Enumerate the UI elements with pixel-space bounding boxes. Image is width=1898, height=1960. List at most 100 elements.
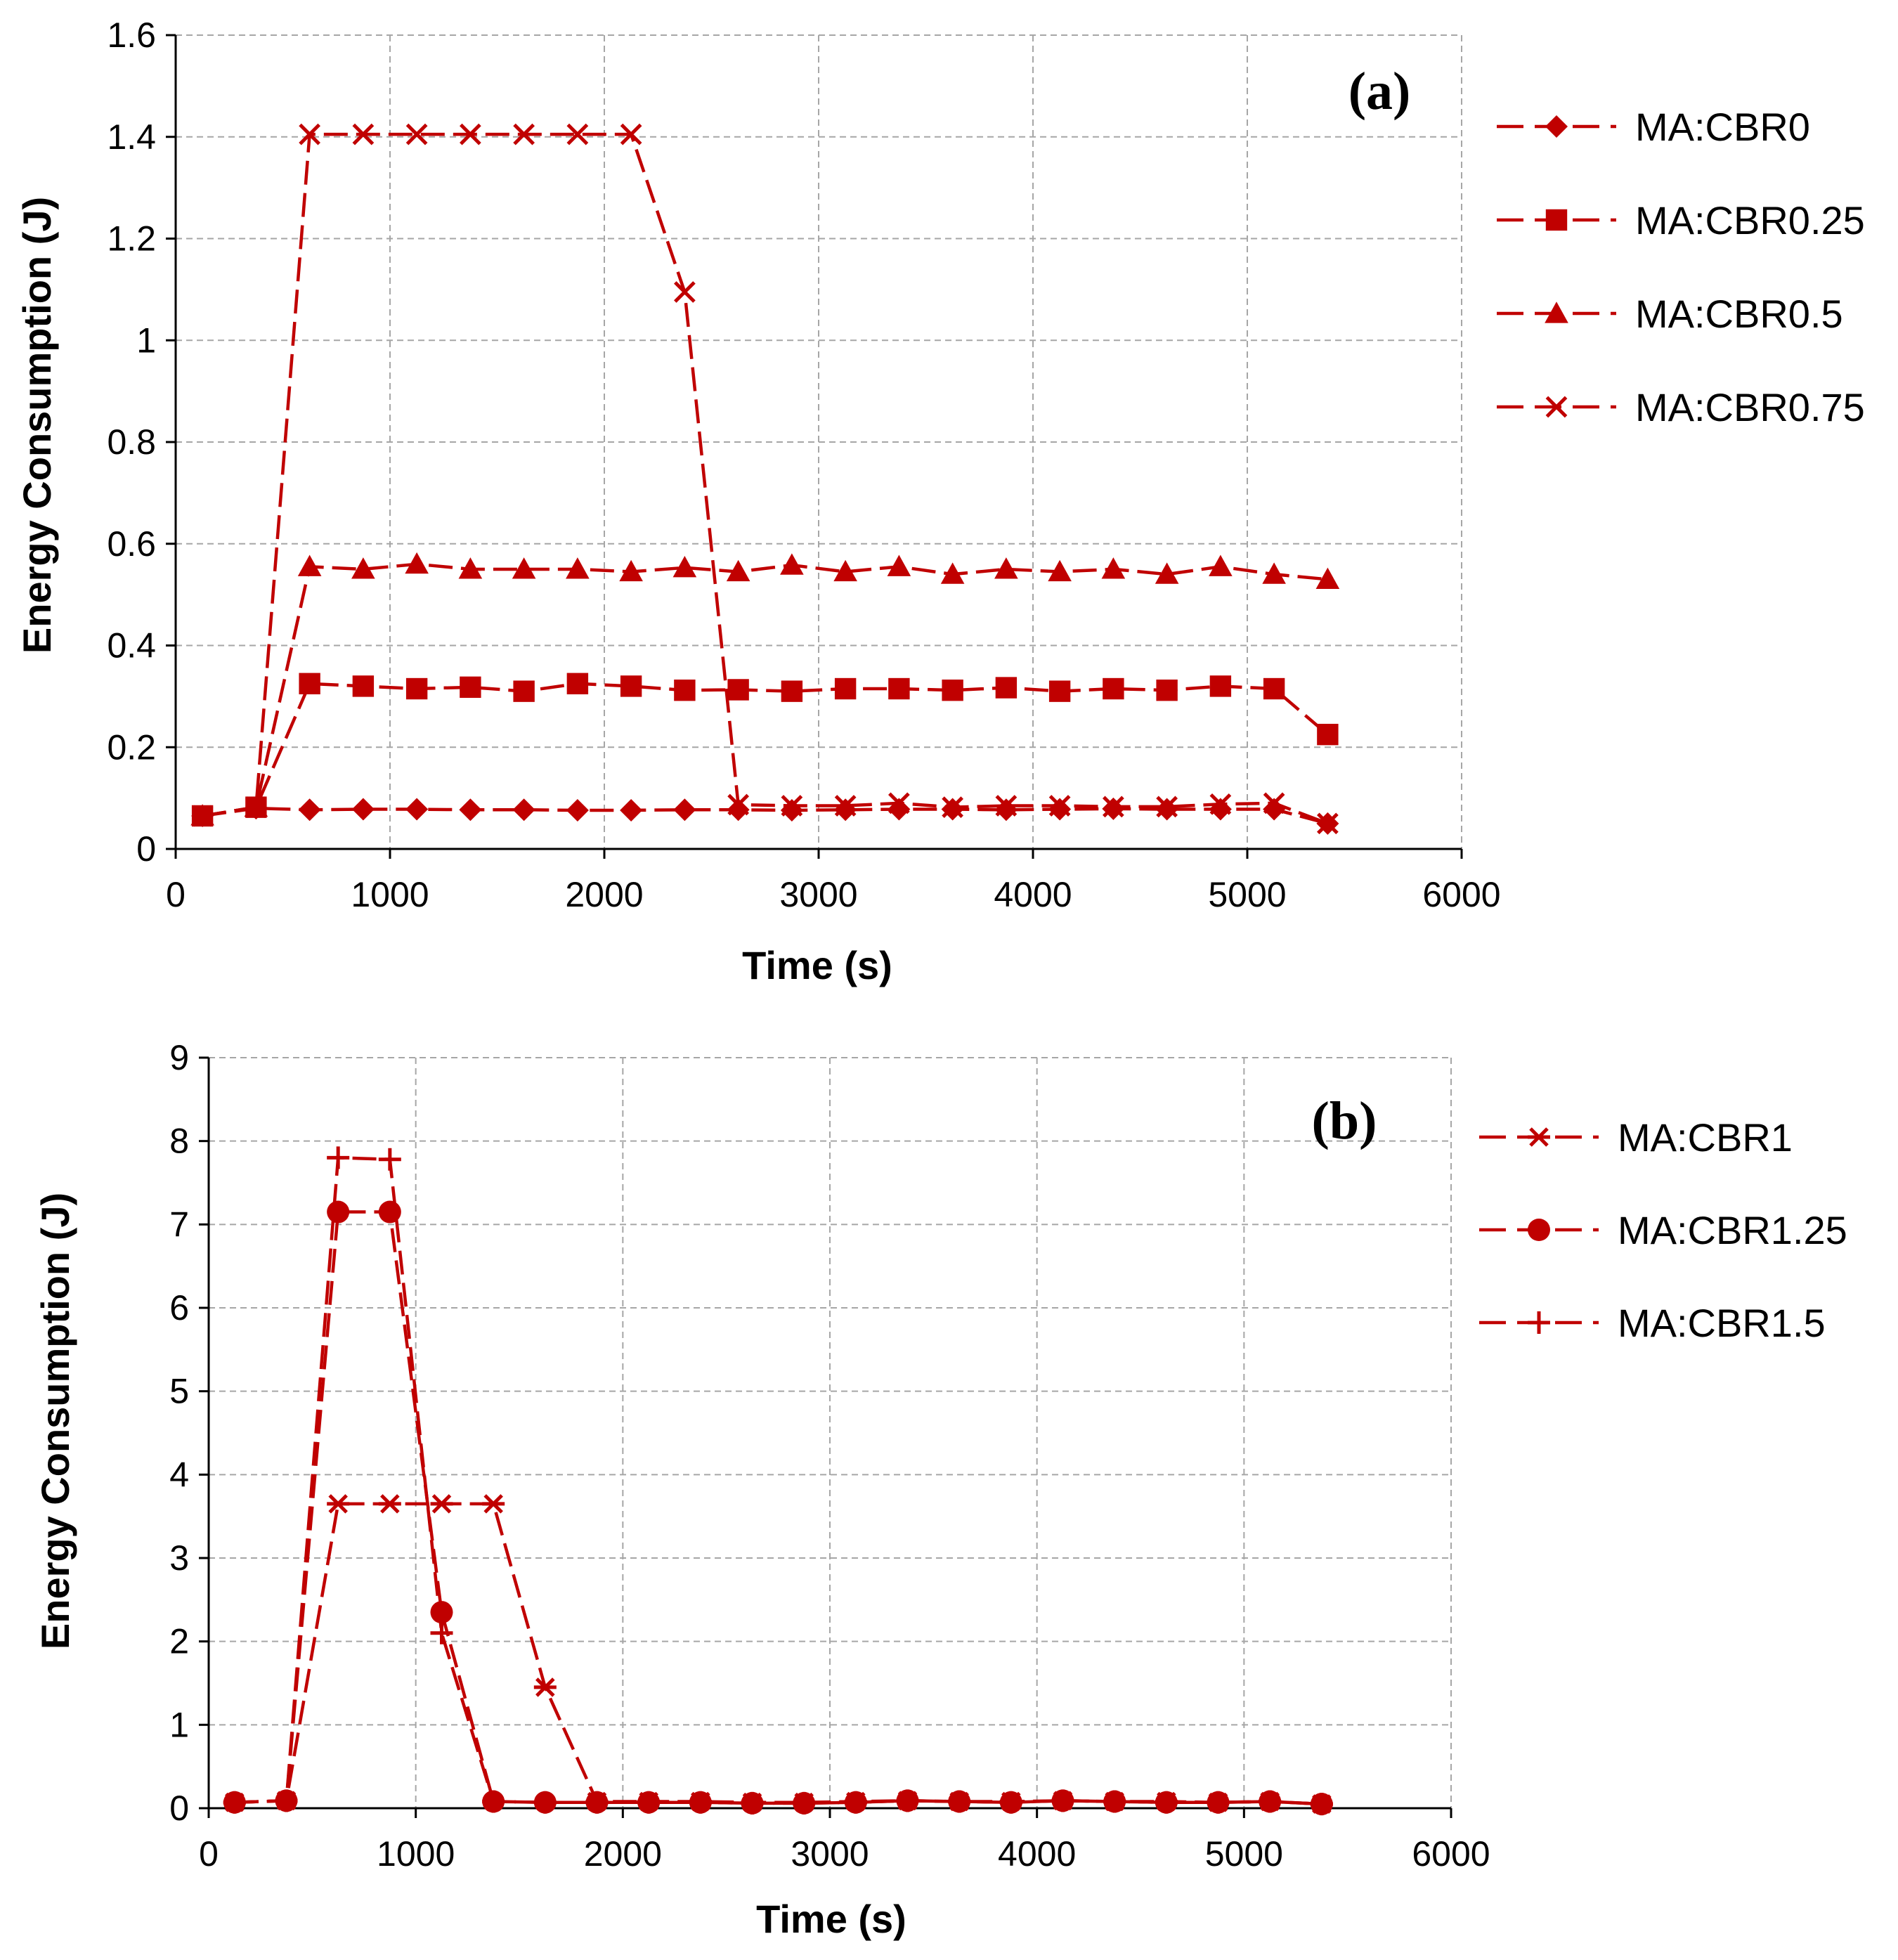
data-point	[994, 557, 1018, 579]
legend-b: MA:CBR1 MA:CBR1.25 MA:CBR1.5	[1479, 1115, 1847, 1345]
data-point	[1156, 796, 1178, 818]
data-point	[327, 1494, 350, 1514]
x-tick-label: 0	[166, 875, 186, 914]
y-tick-label: 7	[169, 1205, 189, 1244]
data-point	[566, 123, 589, 145]
data-point	[1209, 554, 1233, 576]
data-point	[780, 798, 803, 822]
x-tick-label: 5000	[1208, 875, 1286, 914]
y-tick-label: 4	[169, 1455, 189, 1494]
data-point	[1155, 1791, 1178, 1814]
panel-label-a: (a)	[1348, 62, 1411, 121]
data-point	[994, 798, 1018, 822]
data-point	[1263, 677, 1285, 700]
legend-label: MA:CBR0	[1635, 105, 1810, 149]
data-point	[620, 675, 642, 697]
data-point	[995, 677, 1018, 699]
data-point	[689, 1791, 712, 1814]
data-point	[834, 798, 857, 822]
data-point	[1051, 1789, 1074, 1812]
x-tick-label: 0	[199, 1834, 219, 1874]
data-point	[674, 281, 696, 303]
chart-panel-a: 0 0.2 0.4 0.6 0.8 1 1.2 1.4 1.6 0 1000 2000 3000 4000…	[15, 15, 1865, 987]
data-point	[297, 554, 322, 576]
y-tick-label: 0.2	[107, 727, 156, 767]
data-point	[275, 1789, 298, 1812]
data-point	[1310, 1793, 1333, 1816]
data-point	[673, 798, 696, 822]
data-point	[482, 1494, 505, 1514]
data-point	[566, 673, 589, 694]
data-point	[1262, 562, 1286, 584]
data-point	[585, 1791, 609, 1814]
y-tick-label: 0.6	[107, 524, 156, 564]
legend-marker	[1545, 301, 1568, 323]
legend-label: MA:CBR1.25	[1618, 1208, 1847, 1252]
data-point	[378, 1148, 401, 1171]
legend-label: MA:CBR1.5	[1618, 1301, 1826, 1345]
legend-marker	[1545, 396, 1568, 418]
y-tick-label: 0	[136, 829, 156, 869]
legend-marker	[1528, 1127, 1550, 1147]
data-point	[942, 796, 963, 819]
data-point	[1315, 567, 1340, 590]
data-point	[1048, 798, 1072, 821]
data-point	[1156, 679, 1178, 701]
y-tick-label: 1.6	[107, 15, 156, 55]
legend-label: MA:CBR0.5	[1635, 292, 1843, 336]
data-point	[674, 679, 696, 701]
data-point	[430, 1621, 453, 1644]
data-point	[940, 562, 965, 584]
data-point	[430, 1494, 453, 1514]
data-point	[460, 676, 481, 699]
y-tick-label: 0.8	[107, 422, 156, 462]
data-point	[299, 673, 320, 694]
y-tick-label: 2	[169, 1622, 189, 1661]
data-point	[566, 557, 590, 579]
data-point	[245, 796, 267, 819]
data-point	[299, 123, 320, 145]
data-point	[781, 795, 803, 817]
legend-marker	[1545, 115, 1568, 138]
data-point	[327, 1200, 350, 1224]
data-point	[1207, 1791, 1230, 1814]
data-point	[1209, 793, 1232, 815]
data-point	[1263, 792, 1285, 814]
data-point	[1209, 675, 1232, 697]
x-tick-label: 4000	[998, 1834, 1076, 1874]
data-point	[672, 555, 697, 578]
grid-a	[174, 34, 1462, 850]
data-point	[513, 680, 535, 702]
data-point	[793, 1791, 816, 1815]
x-tick-label: 1000	[377, 1834, 455, 1874]
data-point	[405, 677, 428, 700]
y-tick-label: 0.4	[107, 626, 156, 666]
y-tick-label: 5	[169, 1372, 189, 1411]
data-point	[459, 798, 482, 822]
y-tick-label: 8	[169, 1122, 189, 1161]
data-point	[781, 680, 803, 702]
y-tick-label: 1	[169, 1705, 189, 1744]
data-point	[512, 798, 535, 822]
data-point	[351, 557, 375, 579]
legend-marker	[1528, 1219, 1550, 1241]
x-tick-label: 6000	[1422, 875, 1500, 914]
data-point	[191, 805, 214, 827]
data-point	[942, 679, 963, 701]
x-axis-label-b: Time (s)	[756, 1897, 906, 1941]
x-tick-label: 3000	[779, 875, 857, 914]
legend-marker	[1528, 1311, 1550, 1334]
data-point	[460, 123, 481, 145]
x-tick-label: 5000	[1205, 1834, 1283, 1874]
data-point	[888, 677, 910, 700]
series-line-ma-cbr0.25	[202, 682, 1329, 818]
data-point	[1317, 812, 1339, 835]
series-line-ma-cbr1	[234, 1502, 1322, 1806]
y-tick-label: 9	[169, 1038, 189, 1077]
data-point	[727, 679, 749, 701]
data-point	[844, 1791, 867, 1814]
data-point	[298, 798, 321, 822]
panel-label-b: (b)	[1312, 1091, 1377, 1150]
